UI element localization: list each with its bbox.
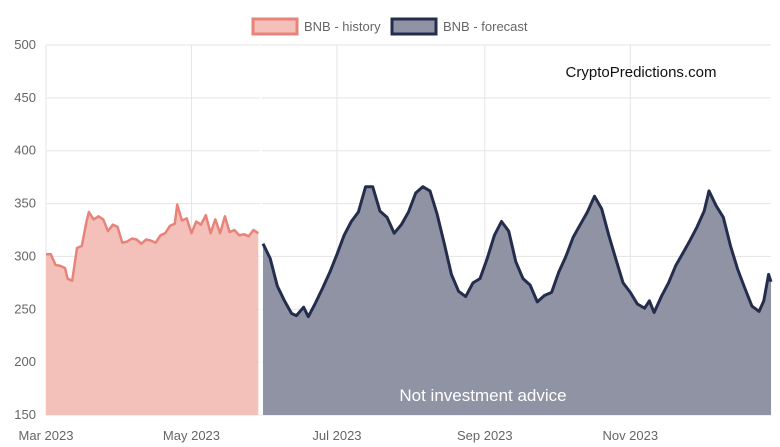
- series-line-history[interactable]: [46, 203, 259, 282]
- y-tick-label: 300: [14, 248, 36, 263]
- x-tick-label: Mar 2023: [19, 428, 74, 443]
- y-tick-label: 450: [14, 90, 36, 105]
- x-axis: Mar 2023 May 2023 Jul 2023 Sep 2023 Nov 2023: [19, 428, 659, 443]
- plot-area: [46, 45, 773, 415]
- y-tick-label: 150: [14, 407, 36, 422]
- y-tick-label: 500: [14, 37, 36, 52]
- legend-swatch-forecast: [390, 17, 438, 36]
- legend-item-forecast[interactable]: BNB - forecast: [390, 17, 528, 36]
- disclaimer-annotation: Not investment advice: [399, 386, 566, 405]
- legend-swatch-history: [251, 17, 299, 36]
- series-line-forecast[interactable]: [261, 185, 773, 319]
- y-tick-label: 250: [14, 301, 36, 316]
- area-fill-history: [46, 204, 259, 415]
- y-tick-label: 350: [14, 196, 36, 211]
- area-fill-forecast: [263, 186, 771, 415]
- legend[interactable]: BNB - history BNB - forecast: [251, 17, 528, 36]
- legend-label-history: BNB - history: [304, 19, 381, 34]
- x-tick-label: Nov 2023: [602, 428, 658, 443]
- x-tick-label: Sep 2023: [457, 428, 513, 443]
- legend-label-forecast: BNB - forecast: [443, 19, 528, 34]
- y-tick-label: 200: [14, 354, 36, 369]
- legend-item-history[interactable]: BNB - history: [251, 17, 381, 36]
- x-tick-label: May 2023: [163, 428, 220, 443]
- x-tick-label: Jul 2023: [312, 428, 361, 443]
- y-tick-label: 400: [14, 143, 36, 158]
- y-axis: 500 450 400 350 300 250 200 150: [14, 37, 36, 422]
- watermark-text: CryptoPredictions.com: [566, 64, 717, 81]
